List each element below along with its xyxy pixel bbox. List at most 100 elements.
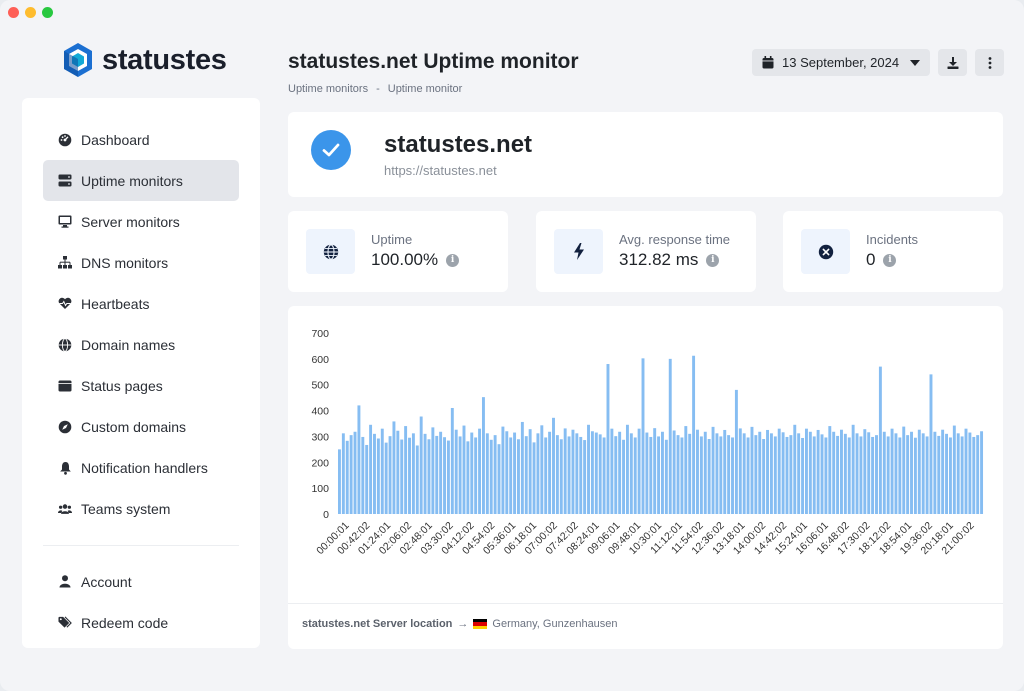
- chart-bar[interactable]: [727, 435, 731, 514]
- chart-bar[interactable]: [404, 426, 408, 514]
- chart-bar[interactable]: [497, 444, 501, 514]
- chart-bar[interactable]: [622, 439, 625, 514]
- chart-bar[interactable]: [618, 431, 622, 514]
- chart-bar[interactable]: [575, 433, 579, 514]
- chart-bar[interactable]: [633, 437, 637, 514]
- chart-bar[interactable]: [443, 437, 446, 514]
- chart-bar[interactable]: [668, 358, 672, 514]
- chart-bar[interactable]: [843, 433, 847, 514]
- chart-bar[interactable]: [376, 438, 380, 515]
- chart-bar[interactable]: [338, 449, 341, 514]
- chart-bar[interactable]: [754, 435, 758, 514]
- chart-bar[interactable]: [921, 433, 925, 514]
- chart-bar[interactable]: [913, 437, 917, 514]
- chart-bar[interactable]: [536, 433, 540, 514]
- chart-bar[interactable]: [968, 432, 972, 514]
- chart-bar[interactable]: [824, 437, 828, 514]
- chart-bar[interactable]: [734, 389, 738, 514]
- chart-bar[interactable]: [769, 433, 773, 514]
- chart-bar[interactable]: [583, 440, 587, 514]
- chart-bar[interactable]: [890, 428, 894, 514]
- chart-bar[interactable]: [680, 437, 684, 514]
- chart-bar[interactable]: [649, 436, 653, 514]
- chart-bar[interactable]: [699, 436, 703, 514]
- chart-bar[interactable]: [384, 442, 388, 514]
- chart-bar[interactable]: [731, 437, 734, 514]
- sidebar-item-teams-system[interactable]: Teams system: [43, 488, 239, 529]
- chart-bar[interactable]: [641, 358, 645, 514]
- chart-bar[interactable]: [485, 433, 489, 514]
- chart-bar[interactable]: [672, 430, 676, 514]
- chart-bar[interactable]: [419, 416, 423, 514]
- close-window-button[interactable]: [8, 7, 19, 18]
- chart-bar[interactable]: [349, 435, 353, 514]
- chart-bar[interactable]: [532, 442, 536, 514]
- chart-bar[interactable]: [750, 426, 754, 514]
- maximize-window-button[interactable]: [42, 7, 53, 18]
- chart-bar[interactable]: [481, 397, 485, 514]
- chart-bar[interactable]: [590, 431, 594, 514]
- chart-bar[interactable]: [415, 445, 419, 514]
- chart-bar[interactable]: [808, 431, 812, 514]
- chart-bar[interactable]: [610, 428, 614, 514]
- chart-bar[interactable]: [785, 436, 789, 514]
- sidebar-item-heartbeats[interactable]: Heartbeats: [43, 283, 239, 324]
- chart-bar[interactable]: [587, 424, 590, 514]
- chart-bar[interactable]: [493, 435, 497, 514]
- chart-bar[interactable]: [361, 436, 365, 514]
- chart-bar[interactable]: [345, 440, 349, 514]
- chart-bar[interactable]: [917, 429, 921, 514]
- chart-bar[interactable]: [517, 439, 520, 514]
- chart-bar[interactable]: [797, 433, 801, 514]
- chart-bar[interactable]: [898, 437, 902, 514]
- chart-bar[interactable]: [711, 426, 715, 514]
- chart-bar[interactable]: [369, 424, 373, 514]
- chart-bar[interactable]: [875, 435, 878, 514]
- chart-bar[interactable]: [657, 436, 661, 514]
- chart-bar[interactable]: [341, 433, 345, 514]
- chart-bar[interactable]: [563, 428, 567, 514]
- chart-bar[interactable]: [513, 432, 517, 514]
- chart-bar[interactable]: [696, 429, 699, 514]
- chart-bar[interactable]: [474, 437, 478, 514]
- more-options-button[interactable]: [975, 49, 1004, 76]
- chart-bar[interactable]: [380, 428, 384, 514]
- chart-bar[interactable]: [758, 431, 762, 514]
- chart-bar[interactable]: [400, 439, 404, 514]
- chart-bar[interactable]: [742, 433, 746, 514]
- chart-bar[interactable]: [956, 433, 960, 514]
- chart-bar[interactable]: [692, 355, 696, 514]
- chart-bar[interactable]: [840, 429, 843, 514]
- chart-bar[interactable]: [501, 426, 505, 514]
- chart-bar[interactable]: [567, 436, 571, 514]
- chart-bar[interactable]: [707, 439, 711, 514]
- brand-logo[interactable]: statustes: [62, 42, 227, 78]
- chart-bar[interactable]: [948, 437, 952, 514]
- chart-bar[interactable]: [976, 435, 980, 514]
- chart-bar[interactable]: [571, 429, 575, 514]
- chart-bar[interactable]: [505, 431, 509, 514]
- date-picker-button[interactable]: 13 September, 2024: [752, 49, 930, 76]
- chart-bar[interactable]: [462, 425, 466, 514]
- chart-bar[interactable]: [929, 374, 933, 514]
- chart-bar[interactable]: [625, 424, 629, 514]
- chart-bar[interactable]: [855, 433, 859, 514]
- chart-bar[interactable]: [357, 405, 361, 514]
- chart-bar[interactable]: [684, 426, 688, 514]
- chart-bar[interactable]: [458, 436, 462, 514]
- chart-bar[interactable]: [629, 433, 633, 514]
- chart-bar[interactable]: [812, 436, 816, 514]
- chart-bar[interactable]: [606, 364, 610, 514]
- chart-bar[interactable]: [816, 429, 820, 514]
- chart-bar[interactable]: [738, 428, 742, 514]
- chart-bar[interactable]: [804, 428, 808, 514]
- sidebar-item-server-monitors[interactable]: Server monitors: [43, 201, 239, 242]
- chart-bar[interactable]: [466, 441, 470, 514]
- chart-bar[interactable]: [645, 432, 649, 514]
- chart-bar[interactable]: [789, 435, 793, 514]
- chart-bar[interactable]: [933, 431, 937, 514]
- chart-bar[interactable]: [373, 433, 376, 514]
- chart-bar[interactable]: [614, 436, 618, 514]
- chart-bar[interactable]: [664, 439, 668, 514]
- chart-bar[interactable]: [945, 433, 948, 514]
